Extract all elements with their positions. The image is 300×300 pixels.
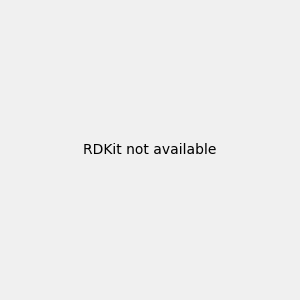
Text: RDKit not available: RDKit not available	[83, 143, 217, 157]
